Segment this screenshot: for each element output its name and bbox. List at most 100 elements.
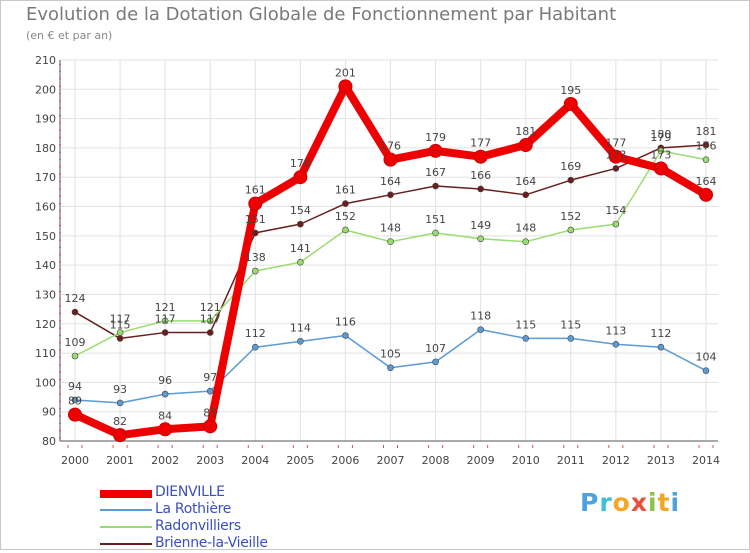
- data-point: [71, 352, 79, 360]
- x-tick-label: 2013: [647, 454, 675, 467]
- data-point: [342, 332, 349, 339]
- y-tick-label: 200: [35, 83, 56, 96]
- logo-letter: P: [580, 488, 600, 517]
- data-label: 85: [203, 406, 217, 419]
- data-label: 154: [290, 204, 311, 217]
- data-label: 176: [696, 140, 717, 153]
- data-label: 115: [515, 318, 536, 331]
- data-point: [653, 161, 668, 176]
- data-label: 93: [113, 383, 127, 396]
- data-point: [612, 220, 620, 228]
- y-tick-label: 90: [42, 406, 56, 419]
- data-point: [71, 308, 79, 316]
- x-tick-label: 2007: [377, 454, 405, 467]
- x-tick-label: 2001: [106, 454, 134, 467]
- data-label: 151: [245, 213, 266, 226]
- data-point: [387, 364, 394, 372]
- data-label: 96: [158, 374, 172, 387]
- data-point: [251, 343, 259, 351]
- data-point: [477, 185, 484, 193]
- data-label: 148: [515, 222, 536, 235]
- data-point: [567, 176, 575, 184]
- y-tick-label: 180: [35, 142, 56, 155]
- data-point: [522, 238, 530, 246]
- data-label: 151: [425, 213, 446, 226]
- data-label: 161: [245, 184, 266, 197]
- x-tick-label: 2004: [241, 454, 269, 467]
- data-point: [293, 170, 308, 185]
- data-point: [473, 149, 488, 164]
- data-point: [203, 419, 218, 434]
- proxiti-logo: Proxiti: [580, 488, 680, 517]
- data-label: 138: [245, 251, 266, 264]
- data-point: [113, 428, 128, 443]
- data-label: 173: [605, 148, 626, 161]
- data-point: [608, 149, 623, 164]
- data-label: 116: [335, 315, 356, 328]
- data-label: 107: [425, 342, 446, 355]
- y-tick-label: 110: [35, 347, 56, 360]
- chart-subtitle: (en € et par an): [26, 29, 113, 42]
- legend-item-la-rothiere: La Rothière: [100, 501, 320, 519]
- data-label: 121: [155, 301, 176, 314]
- data-label: 181: [515, 125, 536, 138]
- data-label: 124: [65, 292, 86, 305]
- data-point: [522, 191, 530, 199]
- data-label: 112: [245, 327, 266, 340]
- logo-letter: i: [648, 488, 658, 517]
- x-tick-label: 2011: [557, 454, 585, 467]
- data-point: [612, 165, 620, 172]
- data-point: [251, 267, 259, 275]
- data-label: 152: [335, 210, 356, 223]
- data-label: 82: [113, 415, 127, 428]
- data-label: 164: [380, 175, 401, 188]
- x-tick-label: 2005: [286, 454, 314, 467]
- data-point: [383, 152, 398, 167]
- data-point: [432, 229, 439, 237]
- data-label: 173: [650, 148, 671, 161]
- y-tick-label: 100: [35, 376, 56, 389]
- data-label: 113: [605, 324, 626, 337]
- data-label: 115: [560, 318, 581, 331]
- data-point: [206, 317, 214, 325]
- y-tick-label: 140: [35, 259, 56, 272]
- data-point: [563, 96, 578, 111]
- logo-letter: i: [670, 488, 681, 517]
- data-point: [702, 141, 710, 149]
- legend-label-brienne-la-vieille: Brienne-la-Vieille: [155, 535, 268, 551]
- data-point: [161, 390, 169, 398]
- data-point: [518, 137, 533, 152]
- plot-area: [60, 60, 718, 441]
- data-point: [71, 396, 79, 404]
- x-tick-label: 2010: [512, 454, 540, 467]
- x-tick-label: 2009: [467, 454, 495, 467]
- data-point: [342, 226, 349, 234]
- x-tick-label: 2003: [196, 454, 224, 467]
- x-tick-label: 2000: [61, 454, 89, 467]
- data-label: 177: [605, 137, 626, 150]
- data-label: 149: [470, 219, 491, 232]
- data-label: 89: [68, 395, 82, 408]
- data-label: 179: [650, 131, 671, 144]
- data-point: [342, 200, 349, 207]
- data-point: [116, 335, 124, 342]
- data-point: [387, 191, 394, 199]
- y-tick-label: 130: [35, 288, 56, 301]
- data-point: [251, 229, 259, 237]
- legend-label-dienville: DIENVILLE: [155, 484, 225, 500]
- data-point: [657, 343, 665, 351]
- data-point: [387, 238, 394, 246]
- data-label: 114: [290, 321, 311, 334]
- data-point: [158, 422, 173, 437]
- x-tick-label: 2002: [151, 454, 179, 467]
- data-point: [161, 329, 169, 336]
- data-label: 112: [650, 327, 671, 340]
- data-point: [477, 326, 484, 333]
- legend-swatch-dienville: [100, 490, 152, 498]
- data-label: 118: [470, 310, 491, 323]
- data-label: 164: [696, 175, 717, 188]
- data-point: [248, 196, 263, 211]
- y-tick-label: 160: [35, 201, 56, 214]
- data-point: [657, 147, 665, 155]
- legend-item-dienville: DIENVILLE: [100, 484, 320, 502]
